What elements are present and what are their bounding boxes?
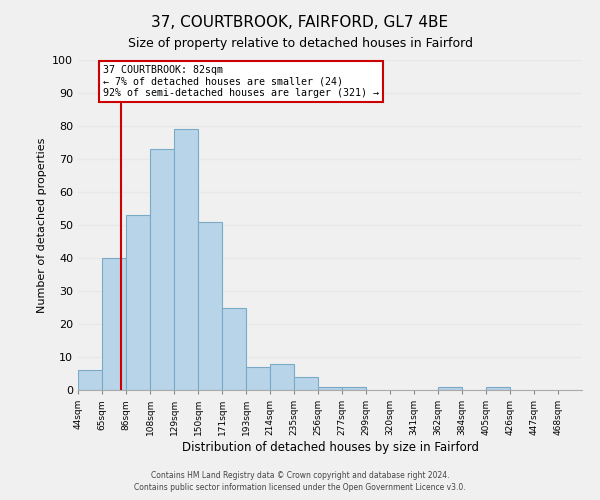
Bar [270, 364, 294, 390]
Bar [318, 386, 342, 390]
Bar [198, 222, 222, 390]
Bar [438, 386, 462, 390]
Text: Contains HM Land Registry data © Crown copyright and database right 2024.
Contai: Contains HM Land Registry data © Crown c… [134, 471, 466, 492]
Text: 37, COURTBROOK, FAIRFORD, GL7 4BE: 37, COURTBROOK, FAIRFORD, GL7 4BE [151, 15, 449, 30]
Bar [126, 215, 150, 390]
Bar [486, 386, 510, 390]
Bar [102, 258, 126, 390]
Bar [294, 377, 318, 390]
Bar [150, 149, 174, 390]
Y-axis label: Number of detached properties: Number of detached properties [37, 138, 47, 312]
Text: Size of property relative to detached houses in Fairford: Size of property relative to detached ho… [128, 38, 473, 51]
Bar [78, 370, 102, 390]
Bar [246, 367, 270, 390]
Bar [342, 386, 366, 390]
Bar [174, 130, 198, 390]
Bar [222, 308, 246, 390]
Text: 37 COURTBROOK: 82sqm
← 7% of detached houses are smaller (24)
92% of semi-detach: 37 COURTBROOK: 82sqm ← 7% of detached ho… [103, 65, 379, 98]
X-axis label: Distribution of detached houses by size in Fairford: Distribution of detached houses by size … [182, 441, 479, 454]
